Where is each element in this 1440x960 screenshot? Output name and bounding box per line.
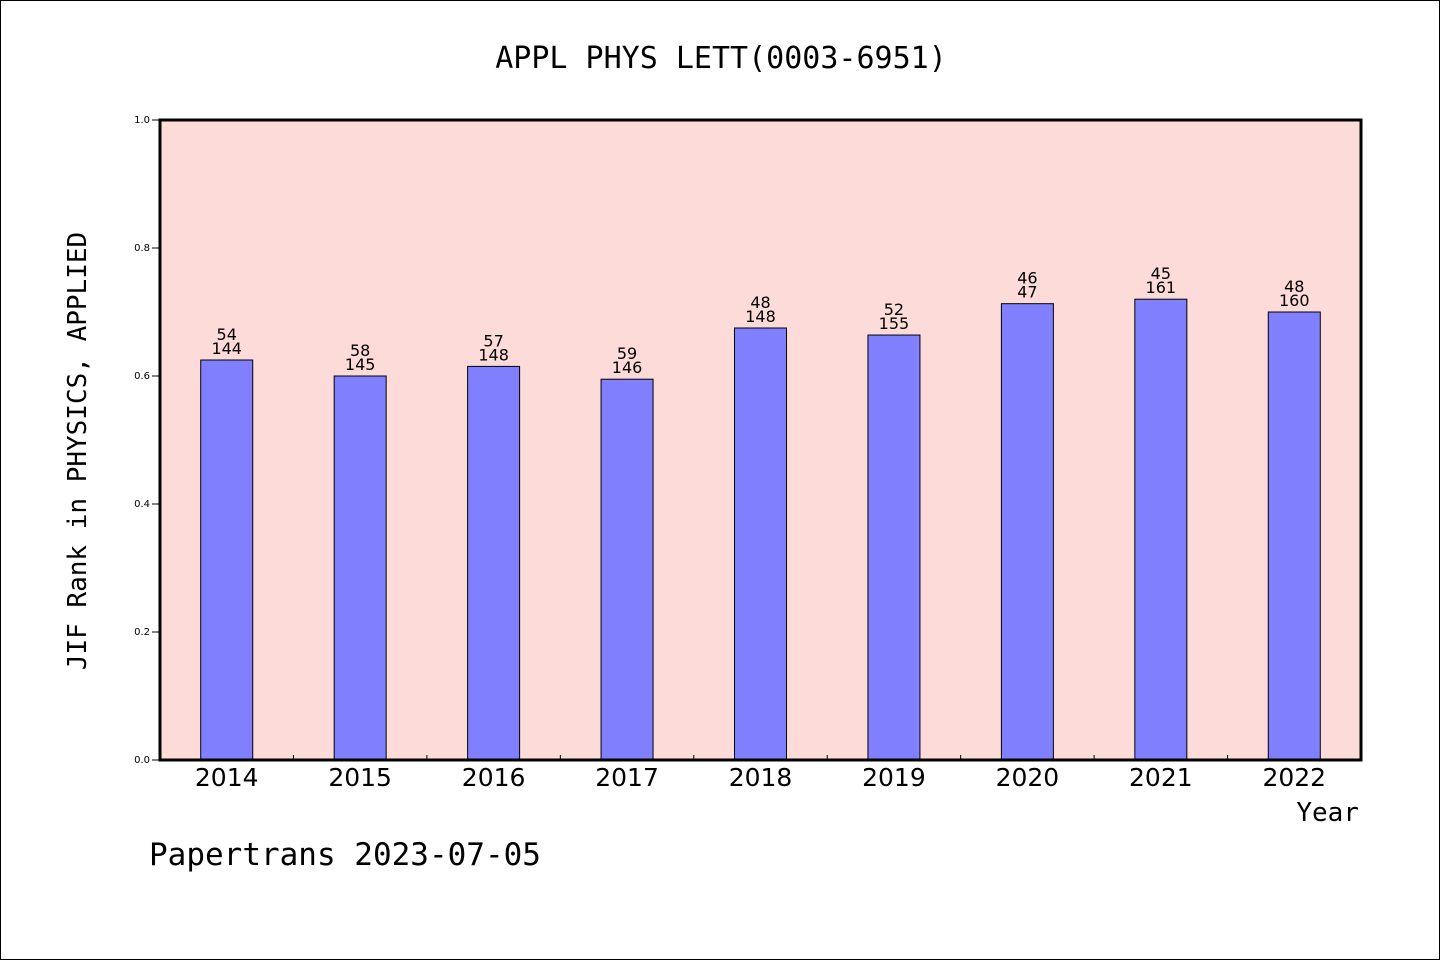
bar-2022 — [1267, 311, 1321, 761]
plot-border — [158, 118, 1363, 762]
data-label-bottom-2014: 144 — [211, 339, 242, 358]
bar-2020 — [1000, 303, 1054, 761]
data-label-top-2015: 58 — [350, 341, 370, 360]
x-axis: 2014 2015 2016 2017 2018 2019 2020 2021 2022 — [195, 755, 1326, 792]
data-label-bottom-2016: 148 — [478, 345, 509, 364]
bar-2014 — [200, 359, 254, 761]
watermark-text: Papertrans 2023-07-05 — [149, 837, 541, 873]
data-label-bottom-2021: 161 — [1146, 278, 1177, 297]
y-tick-label-1.0: 1.0 — [134, 115, 150, 126]
data-label-top-2019: 52 — [884, 300, 904, 319]
data-label-top-2022: 48 — [1284, 277, 1304, 296]
chart-title: APPL PHYS LETT(0003-6951) — [495, 41, 947, 76]
y-tick-label-0.8: 0.8 — [134, 243, 150, 254]
x-tick-label-2016: 2016 — [462, 763, 526, 792]
bars-group — [200, 298, 1321, 761]
x-tick-label-2017: 2017 — [595, 763, 659, 792]
data-label-top-2018: 48 — [750, 293, 770, 312]
x-tick-label-2019: 2019 — [862, 763, 926, 792]
x-tick-label-2018: 2018 — [729, 763, 793, 792]
data-label-top-2020: 46 — [1017, 269, 1037, 288]
y-axis-label: JIF Rank in PHYSICS, APPLIED — [63, 232, 93, 670]
data-label-bottom-2018: 148 — [745, 307, 776, 326]
bar-2019 — [867, 334, 921, 761]
y-tick-label-0.0: 0.0 — [134, 755, 150, 766]
data-label-top-2016: 57 — [483, 331, 503, 350]
bar-2021 — [1134, 298, 1188, 761]
y-tick-label-0.4: 0.4 — [134, 499, 150, 510]
x-tick-label-2015: 2015 — [328, 763, 392, 792]
data-label-top-2014: 54 — [217, 325, 237, 344]
y-tick-label-0.2: 0.2 — [134, 627, 150, 638]
bar-2015 — [333, 375, 387, 761]
data-label-top-2021: 45 — [1151, 264, 1171, 283]
x-tick-label-2020: 2020 — [996, 763, 1060, 792]
data-label-top-2017: 59 — [617, 344, 637, 363]
data-label-bottom-2019: 155 — [879, 314, 910, 333]
x-tick-label-2022: 2022 — [1262, 763, 1326, 792]
bar-2017 — [600, 378, 654, 761]
data-label-bottom-2017: 146 — [612, 358, 643, 377]
data-label-bottom-2020: 47 — [1017, 283, 1037, 302]
y-tick-label-0.6: 0.6 — [134, 371, 150, 382]
y-axis: 0.0 0.2 0.4 0.6 0.8 1.0 — [134, 115, 160, 766]
data-label-bottom-2022: 160 — [1279, 291, 1310, 310]
x-tick-label-2021: 2021 — [1129, 763, 1193, 792]
bar-2016 — [467, 365, 521, 761]
data-label-bottom-2015: 145 — [345, 355, 376, 374]
x-tick-label-2014: 2014 — [195, 763, 259, 792]
bar-2018 — [734, 327, 787, 761]
x-axis-label: Year — [1296, 798, 1359, 828]
